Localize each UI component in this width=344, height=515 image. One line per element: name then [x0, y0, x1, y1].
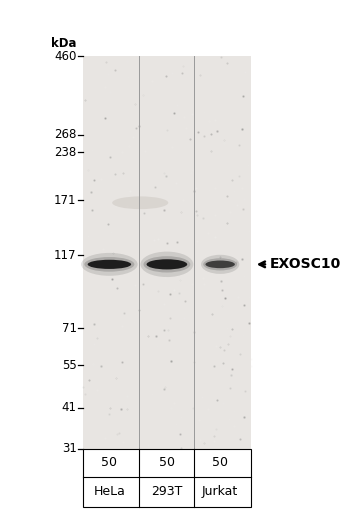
- Ellipse shape: [88, 260, 131, 269]
- Text: 293T: 293T: [151, 485, 183, 499]
- Text: 117: 117: [54, 249, 77, 262]
- Text: 41: 41: [62, 401, 77, 415]
- Text: kDa: kDa: [51, 37, 77, 50]
- Ellipse shape: [205, 261, 235, 268]
- Ellipse shape: [203, 258, 237, 270]
- FancyBboxPatch shape: [83, 56, 251, 449]
- Text: 71: 71: [62, 321, 77, 335]
- Ellipse shape: [81, 253, 138, 276]
- Ellipse shape: [140, 252, 193, 277]
- Text: Jurkat: Jurkat: [202, 485, 238, 499]
- Text: 31: 31: [62, 442, 77, 455]
- Text: 268: 268: [54, 128, 77, 141]
- Text: 171: 171: [54, 194, 77, 207]
- Ellipse shape: [84, 257, 135, 272]
- Ellipse shape: [112, 196, 168, 209]
- Text: 50: 50: [101, 456, 117, 469]
- Text: 460: 460: [54, 50, 77, 63]
- Text: HeLa: HeLa: [94, 485, 125, 499]
- Text: EXOSC10: EXOSC10: [269, 258, 341, 271]
- Text: 55: 55: [62, 358, 77, 372]
- FancyBboxPatch shape: [83, 449, 251, 507]
- Text: 238: 238: [54, 146, 77, 159]
- Text: 50: 50: [159, 456, 175, 469]
- Ellipse shape: [147, 259, 187, 269]
- Ellipse shape: [201, 255, 239, 274]
- Text: 50: 50: [212, 456, 228, 469]
- Ellipse shape: [143, 256, 190, 272]
